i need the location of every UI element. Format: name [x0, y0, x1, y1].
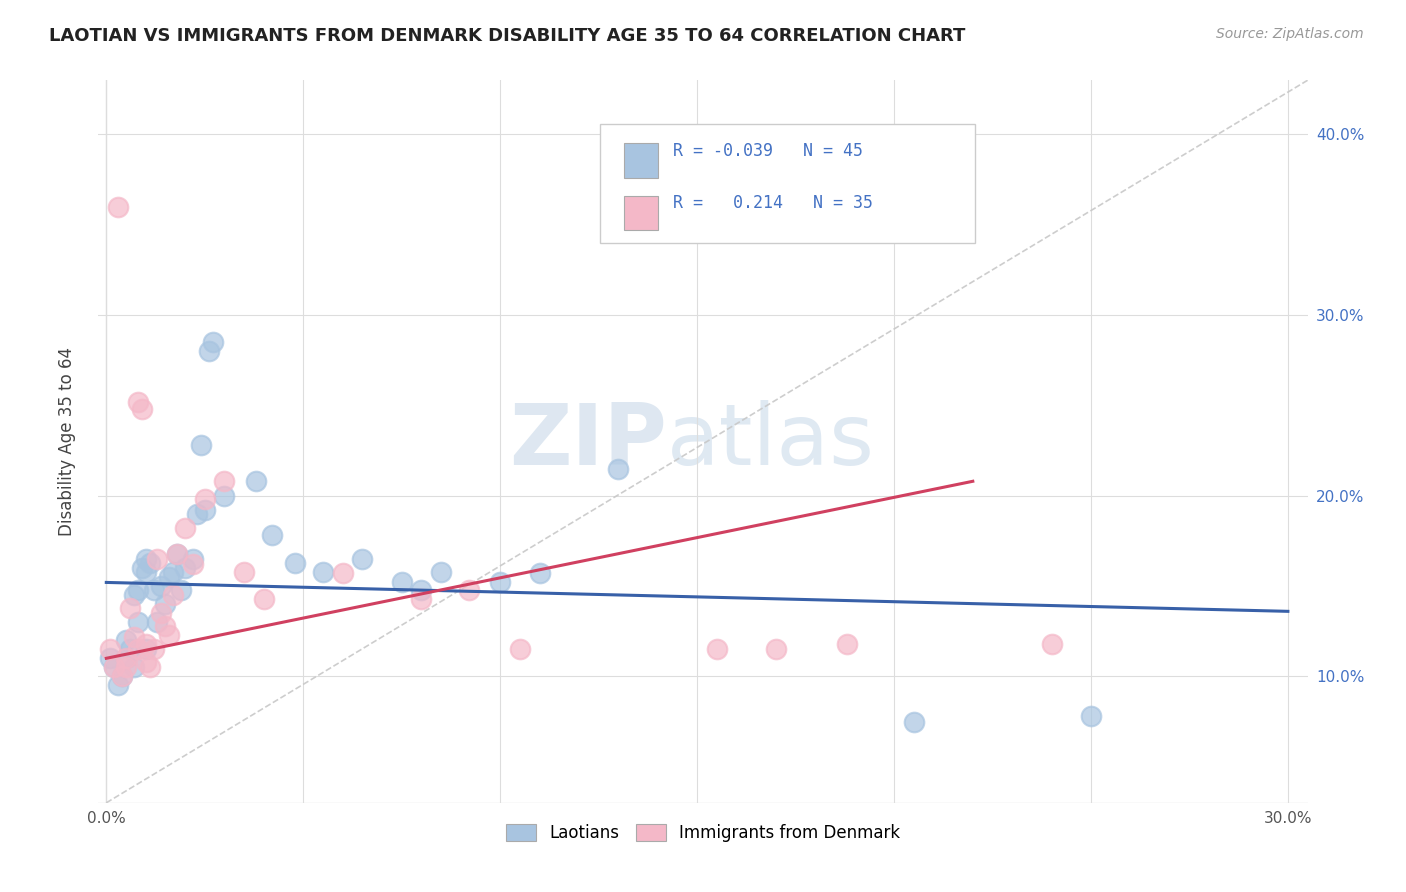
- Point: [194, 503, 217, 517]
- Point: [170, 582, 193, 597]
- Point: [135, 552, 157, 566]
- Point: [150, 579, 173, 593]
- Point: [903, 714, 925, 729]
- Point: [118, 642, 141, 657]
- Point: [103, 660, 125, 674]
- Point: [186, 507, 208, 521]
- Point: [174, 521, 197, 535]
- Point: [312, 565, 335, 579]
- Point: [122, 630, 145, 644]
- Point: [98, 651, 121, 665]
- Point: [214, 489, 236, 503]
- Point: [489, 575, 512, 590]
- Text: atlas: atlas: [666, 400, 875, 483]
- Point: [98, 642, 121, 657]
- Point: [146, 615, 169, 630]
- Point: [135, 637, 157, 651]
- Point: [233, 565, 256, 579]
- Point: [118, 600, 141, 615]
- Bar: [624, 195, 658, 230]
- Point: [111, 669, 134, 683]
- Point: [138, 660, 160, 674]
- Text: ZIP: ZIP: [509, 400, 666, 483]
- Point: [260, 528, 283, 542]
- Point: [245, 475, 267, 489]
- Point: [607, 461, 630, 475]
- Point: [146, 552, 169, 566]
- Point: [253, 591, 276, 606]
- Y-axis label: Disability Age 35 to 64: Disability Age 35 to 64: [58, 347, 76, 536]
- Point: [352, 552, 374, 566]
- Point: [214, 475, 236, 489]
- Point: [122, 588, 145, 602]
- Point: [155, 597, 177, 611]
- Text: R =   0.214   N = 35: R = 0.214 N = 35: [673, 194, 873, 212]
- Point: [284, 556, 307, 570]
- Point: [111, 669, 134, 683]
- Point: [765, 642, 787, 657]
- Point: [411, 582, 433, 597]
- Point: [411, 591, 433, 606]
- Point: [166, 547, 188, 561]
- Point: [131, 402, 153, 417]
- Point: [509, 642, 531, 657]
- Point: [457, 582, 479, 597]
- Point: [197, 344, 219, 359]
- Point: [162, 565, 184, 579]
- Text: LAOTIAN VS IMMIGRANTS FROM DENMARK DISABILITY AGE 35 TO 64 CORRELATION CHART: LAOTIAN VS IMMIGRANTS FROM DENMARK DISAB…: [49, 27, 966, 45]
- Point: [706, 642, 728, 657]
- Point: [1040, 637, 1063, 651]
- Point: [135, 642, 157, 657]
- Point: [127, 394, 149, 409]
- Point: [142, 642, 165, 657]
- Text: R = -0.039   N = 45: R = -0.039 N = 45: [673, 142, 863, 160]
- Legend: Laotians, Immigrants from Denmark: Laotians, Immigrants from Denmark: [499, 817, 907, 848]
- Point: [391, 575, 413, 590]
- Point: [194, 492, 217, 507]
- FancyBboxPatch shape: [600, 124, 976, 243]
- Point: [127, 642, 149, 657]
- Point: [115, 633, 138, 648]
- Point: [142, 582, 165, 597]
- Point: [1080, 709, 1102, 723]
- Point: [138, 556, 160, 570]
- Point: [174, 561, 197, 575]
- Point: [115, 651, 138, 665]
- Point: [835, 637, 858, 651]
- Point: [131, 561, 153, 575]
- Point: [127, 615, 149, 630]
- Point: [166, 547, 188, 561]
- Point: [332, 566, 354, 581]
- Point: [115, 651, 138, 665]
- Point: [190, 438, 212, 452]
- Point: [201, 335, 224, 350]
- Point: [157, 628, 180, 642]
- Point: [122, 660, 145, 674]
- Point: [529, 566, 551, 581]
- Point: [127, 582, 149, 597]
- Bar: [624, 143, 658, 178]
- Point: [107, 200, 129, 214]
- Point: [157, 570, 180, 584]
- Text: Source: ZipAtlas.com: Source: ZipAtlas.com: [1216, 27, 1364, 41]
- Point: [115, 660, 138, 674]
- Point: [103, 660, 125, 674]
- Point: [135, 655, 157, 669]
- Point: [150, 606, 173, 620]
- Point: [135, 565, 157, 579]
- Point: [155, 619, 177, 633]
- Point: [181, 552, 204, 566]
- Point: [162, 588, 184, 602]
- Point: [430, 565, 453, 579]
- Point: [181, 558, 204, 572]
- Point: [107, 678, 129, 692]
